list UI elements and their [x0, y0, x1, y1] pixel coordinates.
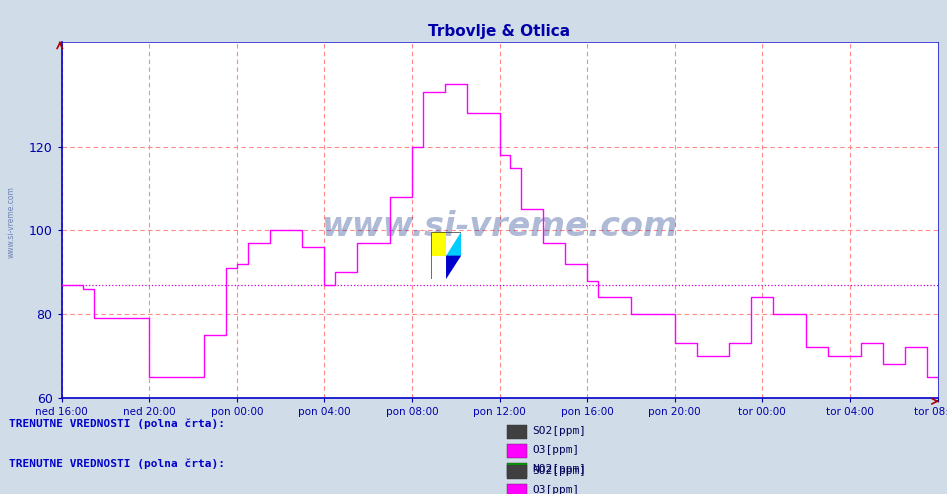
Polygon shape	[446, 256, 461, 279]
Text: TRENUTNE VREDNOSTI (polna črta):: TRENUTNE VREDNOSTI (polna črta):	[9, 419, 225, 429]
Polygon shape	[446, 232, 461, 256]
Text: SO2[ppm]: SO2[ppm]	[532, 426, 586, 436]
Text: SO2[ppm]: SO2[ppm]	[532, 466, 586, 476]
Bar	[431, 232, 446, 256]
Text: O3[ppm]: O3[ppm]	[532, 485, 580, 494]
Text: www.si-vreme.com: www.si-vreme.com	[321, 210, 678, 244]
Text: NO2[ppm]: NO2[ppm]	[532, 464, 586, 474]
Text: www.si-vreme.com: www.si-vreme.com	[7, 186, 16, 258]
Title: Trbovlje & Otlica: Trbovlje & Otlica	[428, 24, 571, 40]
Text: TRENUTNE VREDNOSTI (polna črta):: TRENUTNE VREDNOSTI (polna črta):	[9, 458, 225, 469]
Text: O3[ppm]: O3[ppm]	[532, 445, 580, 455]
